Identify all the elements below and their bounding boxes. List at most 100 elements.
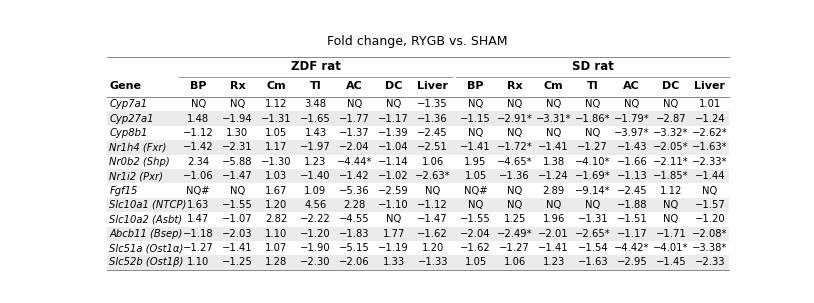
Text: NQ: NQ: [386, 214, 401, 224]
Text: −1.13: −1.13: [616, 171, 647, 181]
Text: 1.17: 1.17: [265, 142, 287, 152]
Text: 1.23: 1.23: [304, 157, 326, 167]
Text: NQ: NQ: [386, 99, 401, 109]
Text: Slc52b (Ost1β): Slc52b (Ost1β): [109, 258, 184, 268]
Text: 1.01: 1.01: [698, 99, 721, 109]
Text: BP: BP: [190, 81, 207, 91]
Text: −1.17: −1.17: [616, 229, 647, 239]
Text: −1.17: −1.17: [379, 114, 409, 124]
Text: NQ: NQ: [230, 99, 245, 109]
Text: NQ: NQ: [507, 99, 523, 109]
Text: NQ: NQ: [663, 214, 679, 224]
Text: 1.03: 1.03: [265, 171, 287, 181]
Text: −4.10*: −4.10*: [575, 157, 610, 167]
Text: −1.24: −1.24: [538, 171, 569, 181]
Text: 1.63: 1.63: [187, 200, 209, 210]
Text: −1.27: −1.27: [499, 243, 530, 253]
Text: NQ#: NQ#: [186, 185, 210, 195]
Text: −1.85*: −1.85*: [653, 171, 689, 181]
Text: NQ: NQ: [468, 99, 484, 109]
Text: 1.09: 1.09: [304, 185, 326, 195]
Text: 2.34: 2.34: [187, 157, 209, 167]
Text: −1.10: −1.10: [379, 200, 409, 210]
Text: 1.06: 1.06: [422, 157, 444, 167]
Text: Cyp7a1: Cyp7a1: [109, 99, 147, 109]
Text: −1.24: −1.24: [694, 114, 725, 124]
Text: −1.63*: −1.63*: [692, 142, 728, 152]
Text: −1.79*: −1.79*: [614, 114, 650, 124]
Bar: [107, 169, 729, 183]
Text: −1.35: −1.35: [418, 99, 448, 109]
Text: 2.28: 2.28: [344, 200, 365, 210]
Text: −1.02: −1.02: [379, 171, 409, 181]
Text: NQ: NQ: [190, 99, 206, 109]
Text: NQ: NQ: [585, 200, 601, 210]
Text: 1.67: 1.67: [265, 185, 287, 195]
Text: −2.08*: −2.08*: [692, 229, 728, 239]
Text: −2.31: −2.31: [222, 142, 252, 152]
Text: −2.05*: −2.05*: [653, 142, 689, 152]
Text: AC: AC: [624, 81, 640, 91]
Text: −9.14*: −9.14*: [575, 185, 610, 195]
Text: 4.56: 4.56: [304, 200, 326, 210]
Text: −1.45: −1.45: [655, 258, 686, 268]
Text: NQ: NQ: [624, 99, 640, 109]
Text: Gene: Gene: [109, 81, 142, 91]
Text: DC: DC: [662, 81, 680, 91]
Text: NQ: NQ: [468, 200, 484, 210]
Text: −1.04: −1.04: [379, 142, 409, 152]
Text: Cm: Cm: [544, 81, 563, 91]
Text: 1.30: 1.30: [226, 128, 248, 138]
Text: 1.77: 1.77: [383, 229, 405, 239]
Text: −5.36: −5.36: [339, 185, 370, 195]
Text: Abcb11 (Bsep): Abcb11 (Bsep): [109, 229, 182, 239]
Text: −1.20: −1.20: [300, 229, 330, 239]
Text: NQ: NQ: [507, 128, 523, 138]
Text: −1.42: −1.42: [339, 171, 370, 181]
Text: NQ: NQ: [585, 128, 601, 138]
Text: Nr1h4 (Fxr): Nr1h4 (Fxr): [109, 142, 167, 152]
Text: NQ: NQ: [546, 128, 562, 138]
Text: Nr0b2 (Shp): Nr0b2 (Shp): [109, 157, 170, 167]
Text: −4.42*: −4.42*: [614, 243, 650, 253]
Text: −2.65*: −2.65*: [575, 229, 610, 239]
Text: −1.86*: −1.86*: [575, 114, 610, 124]
Text: 2.89: 2.89: [542, 185, 565, 195]
Text: 1.33: 1.33: [383, 258, 405, 268]
Text: −1.44: −1.44: [694, 171, 725, 181]
Text: −1.37: −1.37: [339, 128, 370, 138]
Text: 1.10: 1.10: [265, 229, 287, 239]
Text: −2.04: −2.04: [460, 229, 491, 239]
Text: Rx: Rx: [507, 81, 523, 91]
Text: −1.54: −1.54: [577, 243, 608, 253]
Text: BP: BP: [467, 81, 484, 91]
Text: −1.30: −1.30: [261, 157, 291, 167]
Text: 1.07: 1.07: [265, 243, 287, 253]
Text: NQ: NQ: [585, 99, 601, 109]
Text: 1.23: 1.23: [542, 258, 565, 268]
Text: −1.94: −1.94: [222, 114, 252, 124]
Text: −3.97*: −3.97*: [614, 128, 650, 138]
Text: −1.15: −1.15: [460, 114, 491, 124]
Text: Fgf15: Fgf15: [109, 185, 138, 195]
Text: Cyp8b1: Cyp8b1: [109, 128, 147, 138]
Text: Rx: Rx: [230, 81, 245, 91]
Text: −2.06: −2.06: [339, 258, 370, 268]
Text: −1.39: −1.39: [379, 128, 409, 138]
Text: 1.06: 1.06: [503, 258, 526, 268]
Text: −1.27: −1.27: [183, 243, 213, 253]
Bar: [107, 227, 729, 241]
Text: 1.12: 1.12: [659, 185, 682, 195]
Text: 1.38: 1.38: [543, 157, 565, 167]
Text: Slc10a2 (Asbt): Slc10a2 (Asbt): [109, 214, 182, 224]
Text: −3.38*: −3.38*: [692, 243, 728, 253]
Text: −1.47: −1.47: [418, 214, 448, 224]
Text: 1.12: 1.12: [265, 99, 287, 109]
Text: −1.47: −1.47: [222, 171, 252, 181]
Text: −1.72*: −1.72*: [497, 142, 532, 152]
Text: NQ: NQ: [507, 185, 523, 195]
Text: AC: AC: [346, 81, 363, 91]
Text: −1.97: −1.97: [300, 142, 330, 152]
Text: −2.45: −2.45: [616, 185, 647, 195]
Text: −4.55: −4.55: [339, 214, 370, 224]
